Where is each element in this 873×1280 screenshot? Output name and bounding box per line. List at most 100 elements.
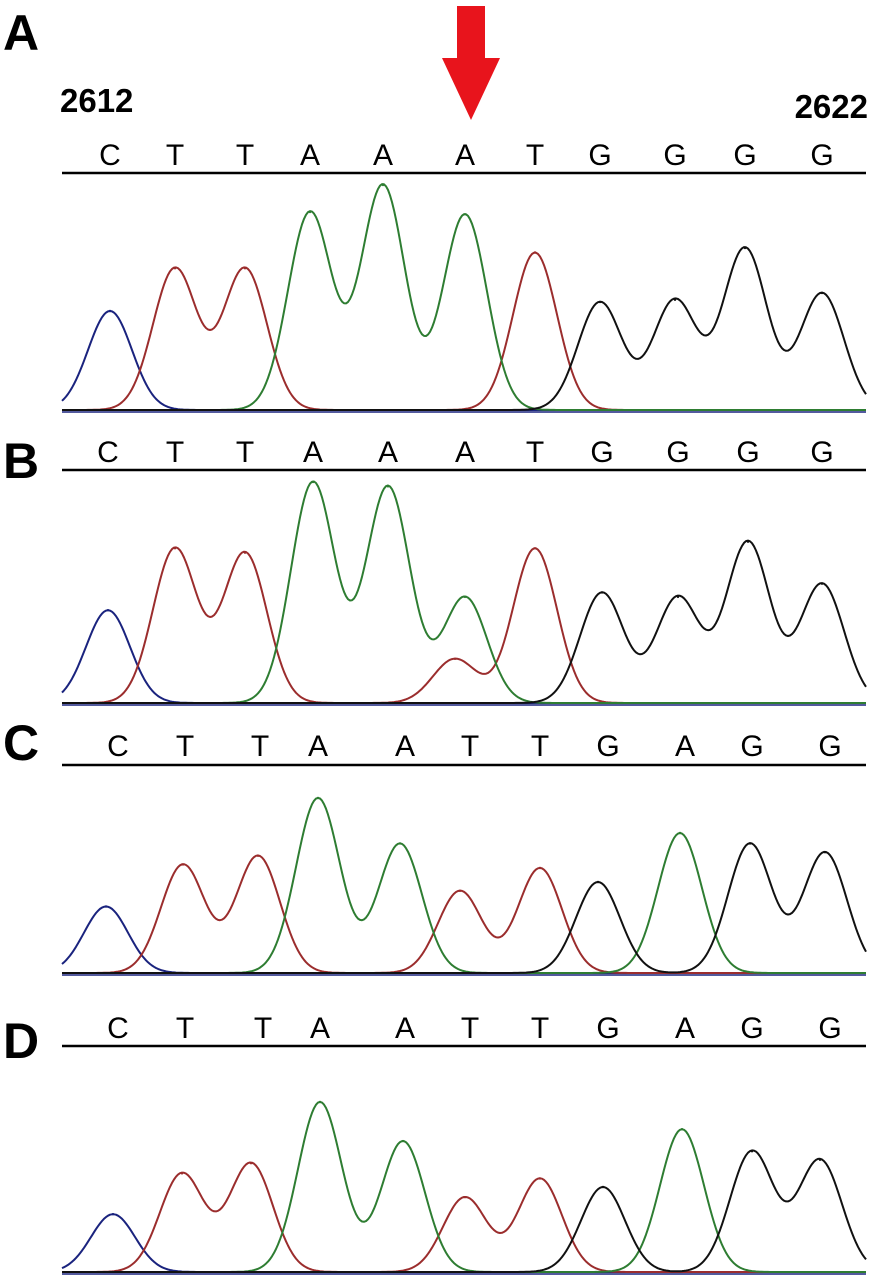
base-call-label: A (395, 1012, 415, 1045)
base-call-label: G (818, 1012, 841, 1045)
base-call-label: T (236, 139, 254, 172)
base-call-label: T (531, 730, 549, 763)
base-call-label: T (526, 436, 544, 469)
peak-point (820, 582, 824, 585)
base-call-label: A (675, 1012, 695, 1045)
panel-letter-b: B (3, 433, 39, 489)
peak-point (673, 298, 677, 301)
base-call-label: G (588, 139, 611, 172)
peak-point (108, 309, 112, 313)
peak-point (598, 300, 602, 304)
peak-point (111, 1213, 115, 1216)
peak-point (600, 591, 604, 594)
peak-point (381, 183, 385, 187)
peak-point (104, 905, 108, 908)
base-call-label: G (740, 730, 763, 763)
peak-point (746, 540, 750, 543)
peak-point (256, 854, 260, 857)
base-call-label: T (461, 730, 479, 763)
base-call-label: A (308, 730, 328, 763)
base-call-label: G (810, 139, 833, 172)
peak-point (453, 657, 457, 660)
peak-point (463, 1196, 467, 1199)
base-call-label: A (675, 730, 695, 763)
trace-t-d (62, 1161, 866, 1273)
base-call-label: T (526, 139, 544, 172)
trace-c-b (61, 609, 866, 704)
peak-point (750, 1150, 754, 1153)
peak-point (818, 1158, 822, 1162)
peak-point (538, 866, 542, 870)
peak-point (743, 246, 747, 250)
trace-a-d (62, 1100, 866, 1273)
trace-a-a (62, 183, 866, 411)
peak-point (249, 1162, 253, 1165)
peak-point (533, 547, 537, 550)
trace-c-d (61, 1213, 866, 1273)
trace-t-b (62, 546, 866, 704)
peak-point (676, 595, 680, 599)
trace-g-b (62, 539, 867, 704)
peak-point (678, 831, 682, 835)
base-call-label: G (666, 436, 689, 469)
base-call-label: A (300, 139, 320, 172)
base-call-label: A (378, 436, 398, 469)
position-labels: 2612 2622 (60, 82, 868, 125)
base-call-label: T (176, 730, 194, 763)
trace-t-c (62, 854, 866, 974)
base-call-label: T (461, 1012, 479, 1045)
peak-point (243, 267, 247, 270)
peak-point (538, 1177, 542, 1180)
peak-point (308, 210, 312, 214)
panel-letter-d: D (3, 1013, 39, 1069)
peak-point (463, 213, 467, 216)
base-call-label: G (590, 436, 613, 469)
position-start-label: 2612 (60, 82, 133, 119)
peak-point (318, 1100, 322, 1104)
trace-a-b (62, 480, 866, 704)
peak-point (180, 1172, 184, 1175)
peak-point (596, 880, 600, 884)
trace-c-a (61, 310, 866, 411)
position-end-label: 2622 (795, 88, 868, 125)
base-call-label: G (733, 139, 756, 172)
base-call-label: C (107, 1012, 129, 1045)
base-call-label: A (310, 1012, 330, 1045)
mutation-arrow (442, 6, 500, 120)
peak-point (106, 609, 110, 612)
base-call-label: A (373, 139, 393, 172)
panel-a: A C T T A A A T G G G G (3, 5, 867, 413)
red-arrow-icon (442, 6, 500, 120)
base-call-label: G (736, 436, 759, 469)
base-call-label: A (395, 730, 415, 763)
trace-g-d (62, 1149, 867, 1273)
peak-point (386, 485, 390, 488)
base-call-label: G (740, 1012, 763, 1045)
peak-point (181, 863, 185, 866)
base-call-label: C (107, 730, 129, 763)
base-call-label: T (166, 139, 184, 172)
base-call-label: G (810, 436, 833, 469)
base-call-label: G (818, 730, 841, 763)
base-call-label: T (254, 1012, 272, 1045)
peak-point (820, 291, 824, 295)
peak-point (173, 267, 177, 270)
base-call-label: T (236, 436, 254, 469)
base-call-label: G (596, 730, 619, 763)
trace-c-c (61, 905, 866, 974)
peak-point (601, 1185, 605, 1189)
peak-point (401, 1139, 405, 1143)
panel-letter-c: C (3, 715, 39, 771)
base-call-label: T (166, 436, 184, 469)
base-call-label: A (303, 436, 323, 469)
panel-letter-a: A (3, 5, 39, 61)
base-call-label: T (531, 1012, 549, 1045)
base-call-label: G (596, 1012, 619, 1045)
chromatogram-panels: A C T T A A A T G G G G B C T T A A A T G G G G C C T T A A T T G A G G D C T T… (3, 5, 867, 1275)
base-call-label: T (176, 1012, 194, 1045)
base-call-label: C (99, 139, 121, 172)
trace-g-c (62, 842, 867, 974)
